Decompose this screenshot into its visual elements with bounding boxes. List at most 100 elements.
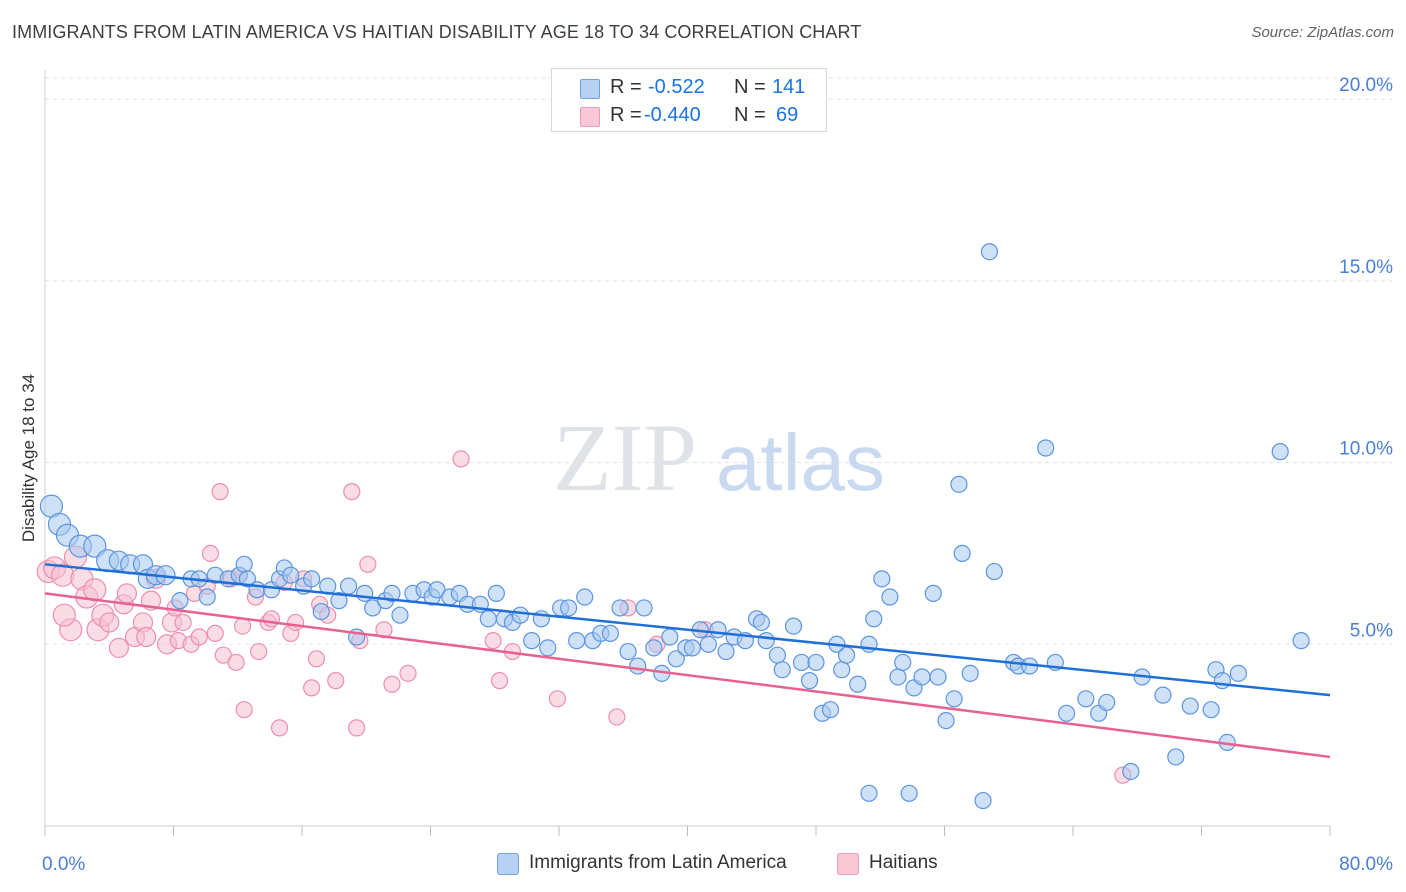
y-tick-label: 15.0% xyxy=(1339,257,1393,278)
latin-america-point xyxy=(487,584,505,602)
latin-america-point xyxy=(1213,672,1231,690)
haitians-point xyxy=(174,613,192,632)
latin-america-point xyxy=(428,581,446,599)
latin-america-point xyxy=(1229,664,1248,682)
stats-legend: R = -0.522 N = 141 R = -0.440 N = 69 xyxy=(551,68,827,132)
haitians-point xyxy=(490,672,509,690)
latin-america-point xyxy=(821,701,840,719)
latin-america-point xyxy=(699,635,717,653)
latin-america-point xyxy=(1271,443,1289,461)
latin-america-point xyxy=(889,668,907,686)
latin-america-point xyxy=(924,584,942,602)
latin-america-point xyxy=(523,632,541,650)
haitians-point xyxy=(214,646,232,664)
legend-swatch-pink xyxy=(580,107,600,127)
haitians-point xyxy=(327,672,345,690)
haitians-point xyxy=(235,701,253,719)
latin-america-point xyxy=(860,784,878,802)
latin-america-point xyxy=(312,602,330,621)
latin-america-point xyxy=(865,610,883,628)
latin-america-point xyxy=(1181,697,1199,715)
latin-america-point xyxy=(961,664,979,682)
latin-america-point xyxy=(800,672,819,690)
latin-america-point xyxy=(985,562,1003,581)
watermark: ZIP atlas xyxy=(553,404,885,511)
latin-america-point xyxy=(792,653,811,672)
haitians-point xyxy=(608,708,626,726)
haitians-point xyxy=(206,624,224,642)
latin-america-point xyxy=(171,592,189,610)
haitians-point xyxy=(136,626,157,648)
bottom-legend-swatch-pink xyxy=(837,853,859,875)
source-note: Source: ZipAtlas.com xyxy=(1251,24,1394,41)
haitians-point xyxy=(359,555,377,573)
haitians-point xyxy=(201,544,220,563)
haitians-point xyxy=(286,613,305,632)
legend-n-value: 141 xyxy=(772,76,806,98)
legend-n-label: N = xyxy=(734,76,766,98)
haitians-point xyxy=(383,675,401,693)
x-tick-label-min: 0.0% xyxy=(42,854,85,875)
latin-america-point xyxy=(752,613,770,632)
latin-america-point xyxy=(717,642,735,661)
latin-america-point xyxy=(974,791,992,810)
haitians-point xyxy=(227,653,245,672)
latin-america-point xyxy=(1122,762,1140,781)
latin-america-point xyxy=(661,628,679,646)
legend-n-value: 69 xyxy=(776,104,799,126)
trend-line-latin-america xyxy=(44,563,1331,697)
legend-r-value: -0.440 xyxy=(644,104,701,126)
y-tick-label: 20.0% xyxy=(1339,75,1393,96)
latin-america-point xyxy=(479,610,497,628)
latin-america-point xyxy=(83,534,107,558)
y-axis-label: Disability Age 18 to 34 xyxy=(19,374,38,542)
latin-america-point xyxy=(383,584,401,602)
latin-america-point xyxy=(913,668,931,686)
legend-row-haitians: R = -0.440 N = 69 xyxy=(552,101,826,129)
trend-line-haitians xyxy=(44,592,1331,759)
latin-america-point xyxy=(339,577,358,595)
latin-america-point xyxy=(881,588,899,606)
latin-america-point xyxy=(1098,693,1116,712)
watermark-zip: ZIP xyxy=(553,404,697,511)
latin-america-point xyxy=(601,624,620,642)
haitians-point xyxy=(250,642,268,661)
latin-america-point xyxy=(611,599,629,617)
latin-america-point xyxy=(757,632,775,650)
latin-america-point xyxy=(873,570,891,588)
haitians-point xyxy=(303,679,321,697)
latin-america-point xyxy=(683,639,701,657)
latin-america-point xyxy=(1167,748,1185,766)
bottom-legend-swatch-blue xyxy=(497,853,519,875)
tick-labels: 5.0% 10.0% 15.0% 20.0% 0.0% 80.0% xyxy=(42,75,1393,875)
latin-america-point xyxy=(980,243,999,261)
haitians-point xyxy=(270,719,289,737)
latin-america-point xyxy=(576,588,594,606)
latin-america-point xyxy=(1057,704,1076,722)
haitians-point xyxy=(116,583,138,604)
y-tick-label: 5.0% xyxy=(1350,620,1393,641)
haitians-point xyxy=(484,632,502,650)
latin-america-point xyxy=(709,621,727,639)
legend-r-label: R = xyxy=(610,104,642,126)
latin-america-point xyxy=(807,653,825,672)
latin-america-point xyxy=(391,606,409,624)
latin-america-point xyxy=(773,661,791,679)
latin-america-point xyxy=(356,584,374,602)
watermark-atlas: atlas xyxy=(716,418,885,507)
bottom-legend-haitians: Haitians xyxy=(869,852,938,873)
latin-america-point xyxy=(1077,690,1095,708)
latin-america-point xyxy=(198,588,216,606)
haitians-point xyxy=(399,664,417,682)
x-tick-label-max: 80.0% xyxy=(1339,854,1393,875)
latin-america-point xyxy=(900,784,918,802)
latin-america-point xyxy=(894,653,912,672)
latin-america-point xyxy=(364,599,382,617)
latin-america-point xyxy=(667,650,685,668)
latin-america-point xyxy=(619,642,637,661)
y-tick-label: 10.0% xyxy=(1339,439,1393,460)
latin-america-point xyxy=(511,606,530,624)
latin-america-point xyxy=(645,639,663,657)
latin-america-point xyxy=(330,592,348,610)
